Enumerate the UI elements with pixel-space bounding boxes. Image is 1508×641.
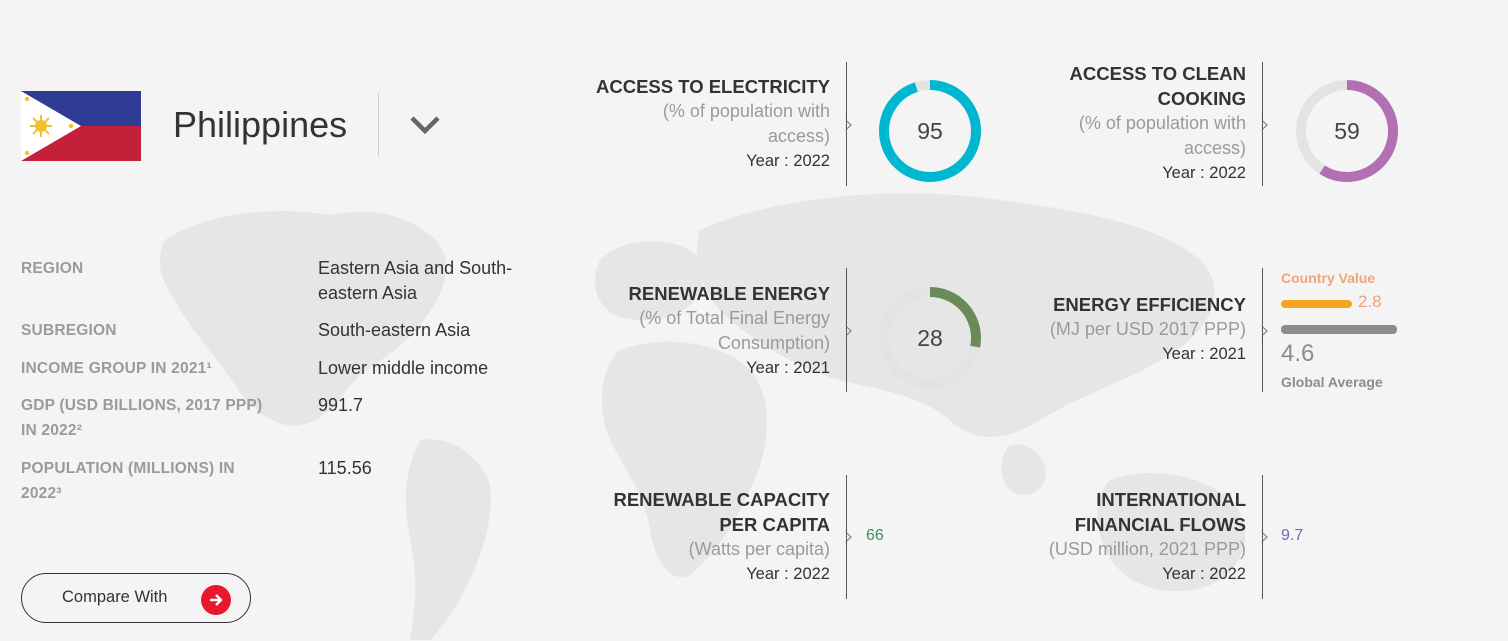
compare-with-button[interactable]: Compare With <box>21 573 251 623</box>
metric-renewable-capacity-title: RENEWABLE CAPACITY PER CAPITA <box>613 489 830 535</box>
metric-renewable-energy-ring <box>879 287 981 389</box>
info-value-region: Eastern Asia and South-eastern Asia <box>318 258 513 303</box>
metric-electricity-text: ACCESS TO ELECTRICITY (% of population w… <box>560 74 830 174</box>
country-name: Philippines <box>173 104 348 145</box>
metric-renewable-capacity-text: RENEWABLE CAPACITY PER CAPITA (Watts per … <box>560 487 830 587</box>
metric-financial-flows-year: Year : 2022 <box>1162 565 1246 583</box>
metric-renewable-energy-divider <box>846 268 847 392</box>
metric-energy-efficiency-divider <box>1262 268 1263 392</box>
metric-renewable-capacity-value: 66 <box>866 527 884 544</box>
metric-renewable-energy-title: RENEWABLE ENERGY <box>628 283 830 304</box>
arrow-right-icon <box>201 585 231 615</box>
info-value-population: 115.56 <box>318 458 372 478</box>
metric-renewable-energy-value: 28 <box>917 325 943 351</box>
compare-with-label: Compare With <box>62 588 168 606</box>
global-average-label: Global Average <box>1281 374 1383 390</box>
info-label-subregion: SUBREGION <box>21 322 117 339</box>
global-average-bar <box>1281 325 1397 334</box>
metric-financial-flows-divider <box>1262 475 1263 599</box>
metric-clean-cooking-divider <box>1262 62 1263 186</box>
chevron-down-icon[interactable] <box>405 108 445 142</box>
country-value-label: Country Value <box>1281 270 1376 286</box>
metric-electricity-title: ACCESS TO ELECTRICITY <box>595 76 830 97</box>
metric-energy-efficiency-unit: (MJ per USD 2017 PPP) <box>1049 319 1246 339</box>
metric-renewable-capacity-year: Year : 2022 <box>746 565 830 583</box>
metric-clean-cooking-unit: (% of population with access) <box>1078 113 1246 158</box>
metric-financial-flows-unit: (USD million, 2021 PPP) <box>1048 539 1246 559</box>
philippines-flag <box>21 91 141 161</box>
metric-electricity-divider <box>846 62 847 186</box>
metric-clean-cooking-year: Year : 2022 <box>1162 164 1246 182</box>
metric-electricity-value: 95 <box>917 118 943 144</box>
info-label-region: REGION <box>21 260 84 277</box>
metric-financial-flows-title: INTERNATIONAL FINANCIAL FLOWS <box>1074 489 1246 535</box>
metric-electricity-ring <box>879 80 981 182</box>
metric-renewable-energy-unit: (% of Total Final Energy Consumption) <box>639 308 830 353</box>
info-label-population: POPULATION (MILLIONS) IN 2022³ <box>21 460 235 502</box>
metric-energy-efficiency-title: ENERGY EFFICIENCY <box>1053 294 1246 315</box>
header-divider <box>378 93 379 157</box>
metric-electricity-unit: (% of population with access) <box>662 101 830 146</box>
metric-renewable-capacity-unit: (Watts per capita) <box>688 539 830 559</box>
metric-renewable-energy-text: RENEWABLE ENERGY (% of Total Final Energ… <box>560 281 830 381</box>
country-value-number: 2.8 <box>1358 292 1382 311</box>
country-value-bar <box>1281 300 1352 308</box>
metric-clean-cooking-title: ACCESS TO CLEAN COOKING <box>1069 63 1246 109</box>
info-value-income-group: Lower middle income <box>318 358 489 378</box>
info-label-income-group: INCOME GROUP IN 2021¹ <box>21 360 212 377</box>
metric-clean-cooking-text: ACCESS TO CLEAN COOKING (% of population … <box>975 61 1246 186</box>
metric-energy-efficiency-year: Year : 2021 <box>1162 345 1246 363</box>
info-label-gdp: GDP (USD BILLIONS, 2017 PPP) IN 2022² <box>21 397 263 439</box>
info-value-gdp: 991.7 <box>318 395 364 415</box>
metric-financial-flows-text: INTERNATIONAL FINANCIAL FLOWS (USD millio… <box>975 487 1246 587</box>
metric-renewable-capacity-divider <box>846 475 847 599</box>
metric-energy-efficiency-text: ENERGY EFFICIENCY (MJ per USD 2017 PPP) … <box>975 292 1246 367</box>
metric-financial-flows-value: 9.7 <box>1281 527 1304 544</box>
info-value-subregion: South-eastern Asia <box>318 320 471 340</box>
metric-clean-cooking-value: 59 <box>1334 118 1360 144</box>
metric-electricity-year: Year : 2022 <box>746 152 830 170</box>
global-average-number: 4.6 <box>1281 340 1315 367</box>
metric-renewable-energy-year: Year : 2021 <box>746 359 830 377</box>
metric-clean-cooking-ring <box>1296 80 1398 182</box>
